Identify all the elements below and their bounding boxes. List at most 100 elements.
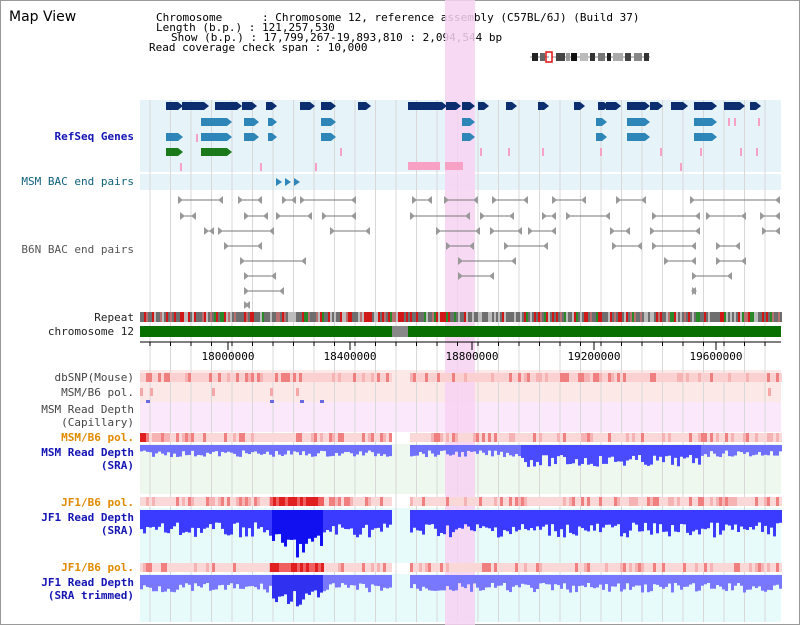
msm-depth-bar: [344, 445, 347, 452]
jf1-depth-bar: [716, 510, 719, 523]
dbsnp-strip: [164, 373, 167, 382]
jf1-depth-bar: [290, 510, 293, 540]
jf1-depth-bar: [773, 510, 776, 537]
msm-pol-tick: [150, 388, 153, 396]
jf1-pol-strip: [776, 497, 779, 506]
b6n-bac-label[interactable]: B6N BAC end pairs: [21, 243, 134, 256]
msm-pol-strip: [308, 433, 311, 442]
jf1-pol-trim-strip: [161, 563, 164, 572]
jf1-pol-trim-strip: [452, 563, 455, 572]
gene-tick: [180, 163, 182, 171]
msm-depth-bar: [602, 445, 605, 464]
jf1-pol-trim-strip: [236, 563, 239, 572]
refseq-genes-label[interactable]: RefSeq Genes: [54, 130, 134, 143]
jf1-pol-trim-strip: [749, 563, 752, 572]
bac-end-arrow: [351, 196, 356, 204]
bac-end-arrow: [269, 227, 274, 235]
msm-depth-sra-label[interactable]: MSM Read Depth: [41, 446, 134, 459]
repeat-segment: [340, 312, 342, 322]
msm-depth-bar: [317, 445, 320, 454]
msm-bac-label[interactable]: MSM BAC end pairs: [21, 175, 134, 188]
gene-arrow: [470, 102, 475, 110]
jf1-trim-depth-bar: [380, 575, 383, 591]
jf1-trim-depth-bar: [362, 575, 365, 585]
msm-depth-bar: [245, 445, 248, 454]
repeat-segment: [452, 312, 454, 322]
jf1-pol-strip: [245, 497, 248, 506]
dbsnp-strip: [683, 373, 686, 382]
jf1-b6-pol-label[interactable]: JF1/B6 pol.: [61, 496, 134, 509]
jf1-pol-trim-strip: [449, 563, 452, 572]
msm-b6-pol-label[interactable]: MSM/B6 pol.: [61, 386, 134, 399]
jf1-depth-bar: [173, 510, 176, 527]
repeat-segment: [648, 312, 650, 322]
jf1-depth-bar: [275, 510, 278, 535]
jf1-trim-depth-bar: [155, 575, 158, 592]
jf1-depth-bar: [482, 510, 485, 527]
msm-pol-strip: [773, 433, 776, 442]
jf1-pol-trim-strip: [500, 563, 503, 572]
bac-end-arrow: [245, 301, 250, 309]
jf1-depth-bar: [377, 510, 380, 528]
msm-depth-bar: [356, 445, 359, 455]
msm-pol-strip: [557, 433, 560, 442]
jf1-depth-bar: [617, 510, 620, 525]
jf1-depth-bar: [674, 510, 677, 532]
jf1-trim-depth-bar: [698, 575, 701, 591]
repeat-segment: [562, 312, 564, 322]
jf1-pol-trim-hot: [285, 563, 288, 572]
jf1-trim-depth-bar: [599, 575, 602, 585]
msm-pol-strip: [224, 433, 227, 442]
msm-pol-strip: [290, 433, 293, 442]
jf1-pol-trim-strip: [581, 563, 584, 572]
repeat-segment: [706, 312, 708, 322]
dbsnp-label[interactable]: dbSNP(Mouse): [54, 371, 134, 384]
repeat-segment: [778, 312, 780, 322]
msm-pol-strip: [230, 433, 233, 442]
jf1-pol-strip: [581, 497, 584, 506]
msm-depth-bar: [599, 445, 602, 457]
jf1-pol-trim-strip: [725, 563, 728, 572]
dbsnp-strip: [590, 373, 593, 382]
jf1-depth-bar: [488, 510, 491, 529]
msm-pol-strip: [761, 433, 764, 442]
repeat-segment: [418, 312, 420, 322]
jf1-b6-pol-trimmed-label[interactable]: JF1/B6 pol.: [61, 561, 134, 574]
jf1-pol-trim-strip: [251, 563, 254, 572]
jf1-pol-strip: [665, 497, 668, 506]
jf1-pol-strip: [620, 497, 623, 506]
jf1-pol-trim-strip: [353, 563, 356, 572]
msm-pol-strip: [179, 433, 182, 442]
jf1-trim-depth-bar: [659, 575, 662, 587]
jf1-depth-bar: [419, 510, 422, 531]
jf1-pol-strip: [233, 497, 236, 506]
jf1-trim-depth-bar: [485, 575, 488, 588]
msm-depth-capillary-label[interactable]: MSM Read Depth: [41, 403, 134, 416]
jf1-depth-bar: [203, 510, 206, 529]
msm-depth-bar: [296, 445, 299, 453]
msm-b6-pol-sra-label[interactable]: MSM/B6 pol.: [61, 431, 134, 444]
jf1-pol-strip: [710, 497, 713, 506]
repeat-segment: [610, 312, 612, 322]
dbsnp-strip: [587, 373, 590, 382]
msm-pol-strip: [443, 433, 446, 442]
msm-depth-bar: [440, 445, 443, 451]
jf1-pol-strip: [476, 497, 479, 506]
dbsnp-strip: [452, 373, 455, 382]
dbsnp-strip: [635, 373, 638, 382]
jf1-depth-bar: [722, 510, 725, 531]
gene-feature: [724, 102, 740, 110]
msm-depth-bar: [731, 445, 734, 457]
jf1-pol-trim-strip: [698, 563, 701, 572]
jf1-pol-trim-strip: [620, 563, 623, 572]
jf1-pol-trim-strip: [758, 563, 761, 572]
bac-end-arrow: [444, 196, 449, 204]
msm-pol-strip: [575, 433, 578, 442]
jf1-pol-strip: [500, 497, 503, 506]
jf1-depth-sra-label[interactable]: JF1 Read Depth: [41, 511, 134, 524]
repeat-segment: [398, 312, 400, 322]
msm-pol-strip: [458, 433, 461, 442]
jf1-depth-trimmed-label[interactable]: JF1 Read Depth: [41, 576, 134, 589]
dbsnp-strip: [326, 373, 329, 382]
